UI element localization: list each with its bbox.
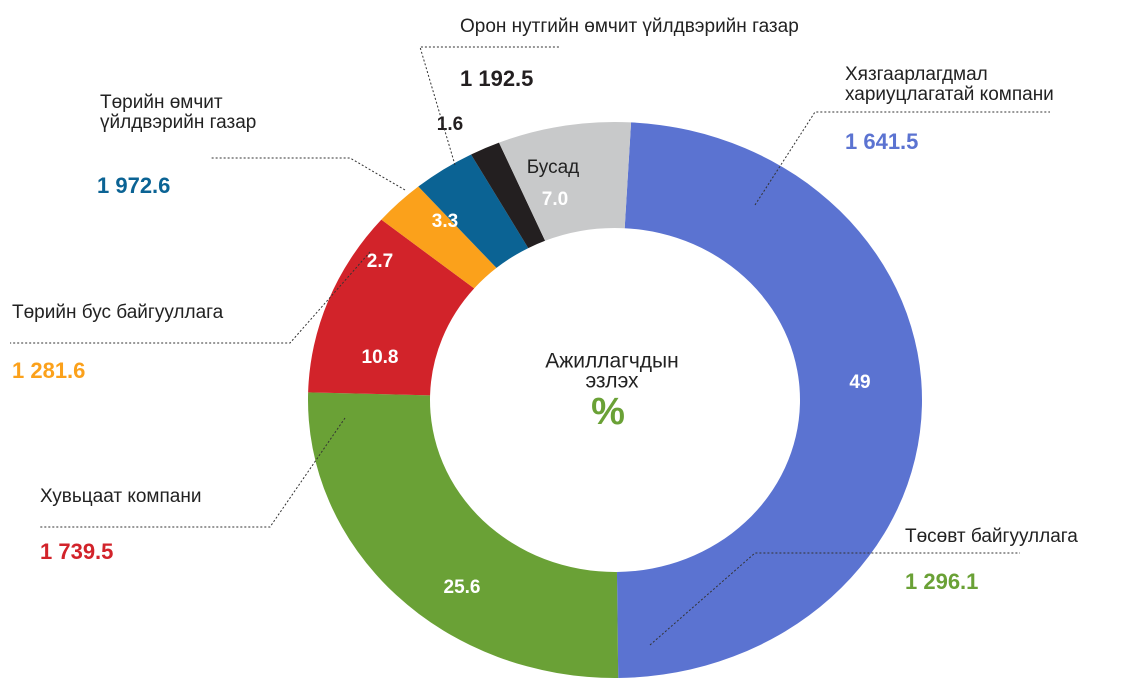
amount-label: 1 739.5 — [40, 539, 113, 564]
category-label: Хязгаарлагдмал — [845, 64, 988, 85]
value-label: 7.0 — [542, 189, 568, 210]
category-label: Төрийн бус байгууллага — [12, 302, 224, 323]
category-label: Төрийн өмчит — [100, 92, 223, 113]
leader-line — [419, 46, 560, 166]
value-label: 3.3 — [432, 211, 458, 232]
center-label: Ажиллагчдын — [545, 350, 679, 373]
value-label: 10.8 — [362, 347, 399, 368]
leader-line — [649, 552, 1020, 646]
center-symbol: % — [591, 391, 625, 433]
value-label: 25.6 — [444, 577, 481, 598]
amount-label: 1 296.1 — [905, 569, 978, 594]
donut-segment — [418, 154, 529, 268]
value-label: 1.6 — [437, 114, 463, 135]
donut-segment — [471, 142, 546, 249]
category-label: Орон нутгийн өмчит үйлдвэрийн газар — [460, 16, 799, 37]
leader-line — [754, 111, 1050, 206]
amount-label: 1 192.5 — [460, 66, 533, 91]
category-label: Хувьцаат компани — [40, 486, 201, 507]
leader-line — [10, 251, 371, 344]
category-label: хариуцлагатай компани — [845, 84, 1054, 105]
value-label: 49 — [849, 372, 870, 393]
donut — [308, 122, 923, 678]
category-label: Төсөвт байгууллага — [905, 526, 1078, 547]
category-label: Бусад — [527, 157, 580, 178]
donut-segment — [308, 219, 475, 396]
donut-segment — [499, 122, 632, 241]
center-label: эзлэх — [585, 370, 639, 393]
leader-line — [210, 157, 406, 191]
donut-segment — [381, 186, 497, 289]
category-label: үйлдвэрийн газар — [100, 112, 256, 133]
value-label: 2.7 — [367, 251, 393, 272]
donut-segment — [616, 122, 923, 678]
donut-segment — [308, 392, 619, 678]
amount-label: 1 641.5 — [845, 129, 918, 154]
amount-label: 1 281.6 — [12, 358, 85, 383]
leader-line — [40, 417, 346, 528]
amount-label: 1 972.6 — [97, 173, 170, 198]
